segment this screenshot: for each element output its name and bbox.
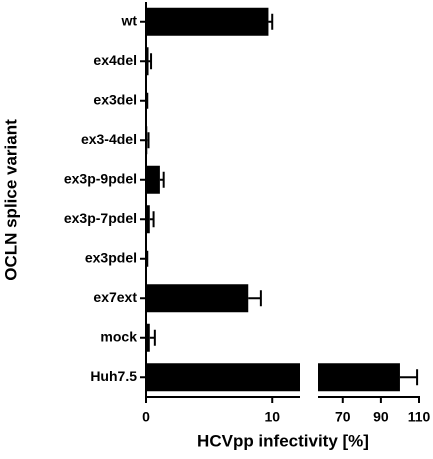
y-tick-label: Huh7.5: [90, 368, 137, 384]
bar: [146, 7, 269, 36]
y-tick-label: wt: [120, 12, 137, 28]
y-tick-label: ex3p-7pdel: [64, 210, 137, 226]
y-tick-label: ex3-4del: [81, 131, 137, 147]
bar: [146, 205, 150, 234]
bar: [146, 363, 300, 392]
x-tick-label: 10: [264, 409, 280, 425]
y-tick-label: ex3p-9pdel: [64, 170, 137, 186]
bar: [318, 363, 400, 392]
x-tick-label: 0: [142, 409, 150, 425]
bar: [146, 126, 148, 155]
bar: [146, 284, 249, 313]
y-tick-label: ex3pdel: [85, 249, 137, 265]
x-tick-label: 90: [373, 409, 389, 425]
y-tick-label: ex7ext: [93, 289, 137, 305]
y-tick-label: mock: [100, 328, 137, 344]
x-tick-label: 110: [408, 409, 431, 425]
bar: [146, 323, 150, 352]
bar: [146, 165, 160, 194]
x-tick-label: 70: [335, 409, 351, 425]
bar: [146, 47, 149, 76]
y-tick-label: ex3del: [93, 91, 137, 107]
x-axis-title: HCVpp infectivity [%]: [197, 431, 369, 450]
y-tick-label: ex4del: [93, 52, 137, 68]
y-axis-title: OCLN splice variant: [1, 119, 20, 281]
